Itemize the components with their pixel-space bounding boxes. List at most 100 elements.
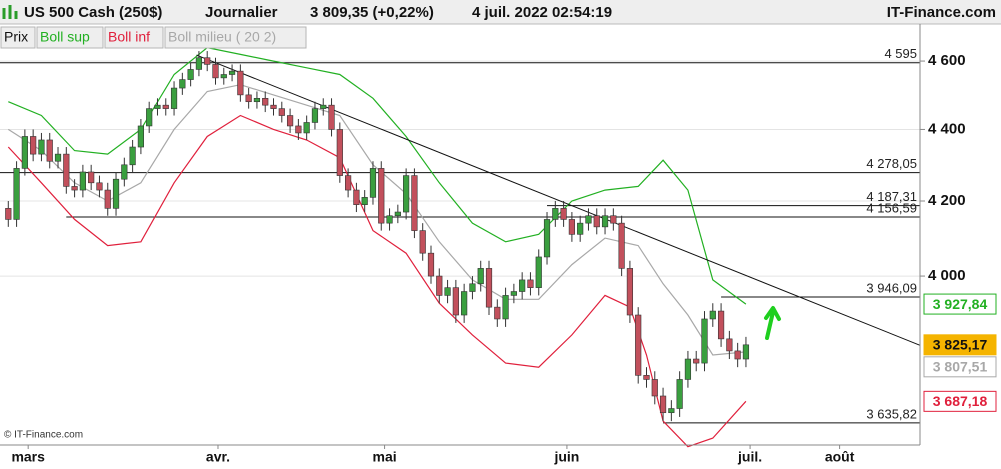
trend-line xyxy=(196,54,921,346)
candle-body xyxy=(112,178,120,209)
candle-body xyxy=(96,182,103,191)
candle-body xyxy=(378,168,385,224)
candle-body xyxy=(519,279,526,292)
candle-body xyxy=(651,379,658,397)
candle-body xyxy=(237,70,244,96)
site: IT-Finance.com xyxy=(887,4,996,21)
candle-body xyxy=(709,310,716,320)
candle-body xyxy=(469,283,476,292)
period: Journalier xyxy=(205,4,278,21)
y-tick-label: 4 000 xyxy=(928,267,966,284)
instrument: US 500 Cash (250$) xyxy=(24,4,162,21)
candle-body xyxy=(659,395,667,414)
datetime: 4 juil. 2022 02:54:19 xyxy=(472,4,612,21)
value-box-label: 3 687,18 xyxy=(933,393,988,409)
level-label: 4 156,59 xyxy=(866,200,917,215)
x-tick-label: avr. xyxy=(206,449,230,465)
candle-body xyxy=(204,57,211,65)
candle-body xyxy=(262,97,269,106)
candle-body xyxy=(394,211,401,217)
candle-body xyxy=(427,252,435,277)
candle-body xyxy=(601,215,609,228)
value-box-label: 3 807,51 xyxy=(933,359,988,375)
candle-body xyxy=(369,168,377,198)
candle-body xyxy=(146,108,153,127)
candle-body xyxy=(154,104,161,109)
candle-body xyxy=(336,129,343,176)
legend-box xyxy=(104,26,164,49)
legend-box xyxy=(36,26,104,49)
candle-body xyxy=(684,358,692,380)
candle-body xyxy=(444,287,451,296)
candle-body xyxy=(585,215,592,224)
candle-body xyxy=(411,175,418,231)
candle-body xyxy=(726,338,733,352)
header-bar xyxy=(0,0,1001,24)
candle-body xyxy=(535,256,542,288)
candle-body xyxy=(419,230,426,254)
candle-body xyxy=(303,122,310,134)
candle-body xyxy=(610,215,617,224)
candle-body xyxy=(170,87,178,109)
x-tick-label: juil. xyxy=(737,449,762,465)
candle-body xyxy=(162,104,169,109)
candle-body xyxy=(5,208,12,220)
legend-label: Prix xyxy=(4,29,28,45)
candle-body xyxy=(104,189,111,209)
candle-body xyxy=(278,108,285,116)
x-tick-label: juin xyxy=(553,449,579,465)
candle-body xyxy=(577,222,584,235)
candle-body xyxy=(717,310,725,340)
candle-body xyxy=(311,108,319,123)
level-label: 4 595 xyxy=(884,46,917,61)
value-box xyxy=(923,390,997,412)
arrow-annotation xyxy=(764,306,781,340)
candle-body xyxy=(701,318,708,364)
candle-body xyxy=(485,268,493,308)
candle-body xyxy=(79,171,86,191)
candle-body xyxy=(626,268,634,316)
legend-label: Boll inf xyxy=(108,29,150,45)
candle-body xyxy=(560,208,567,220)
x-tick-label: mars xyxy=(11,449,45,465)
candle-body xyxy=(21,136,28,169)
candle-body xyxy=(328,104,335,130)
candle-body xyxy=(643,375,650,380)
candle-body xyxy=(552,208,559,220)
candle-body xyxy=(320,104,327,109)
candle-body xyxy=(461,291,468,316)
candle-body xyxy=(46,139,53,162)
level-label: 3 946,09 xyxy=(866,280,917,295)
candle-body xyxy=(13,168,20,220)
candle-body xyxy=(179,79,186,89)
candle-body xyxy=(477,268,484,285)
x-tick-label: août xyxy=(825,449,855,465)
quote: 3 809,35 (+0,22%) xyxy=(310,4,434,21)
legend-box xyxy=(164,26,307,49)
candle-body xyxy=(195,57,203,70)
candle-body xyxy=(270,104,277,109)
band-line xyxy=(8,47,747,305)
candle-body xyxy=(353,189,360,205)
value-box xyxy=(923,334,997,356)
candle-body xyxy=(742,344,750,360)
value-box xyxy=(923,356,997,378)
candle-body xyxy=(734,350,741,360)
candle-body xyxy=(187,69,194,80)
y-tick-label: 4 400 xyxy=(928,120,966,137)
copyright: © IT-Finance.com xyxy=(4,430,83,441)
candle-body xyxy=(253,97,261,103)
candle-body xyxy=(494,306,501,320)
candle-body xyxy=(88,171,95,184)
plot-area: 4 595 4 278,05 4 187,314 156,59 3 946,09 3 6… xyxy=(0,46,921,448)
candle-body xyxy=(212,64,219,79)
candle-body xyxy=(295,125,302,134)
candle-body xyxy=(635,314,642,376)
candle-body xyxy=(676,379,683,409)
candle-body xyxy=(452,287,459,316)
candle-body xyxy=(668,408,675,414)
candle-body xyxy=(693,358,700,364)
level-label: 4 278,05 xyxy=(866,156,917,171)
legend-box xyxy=(0,26,36,49)
